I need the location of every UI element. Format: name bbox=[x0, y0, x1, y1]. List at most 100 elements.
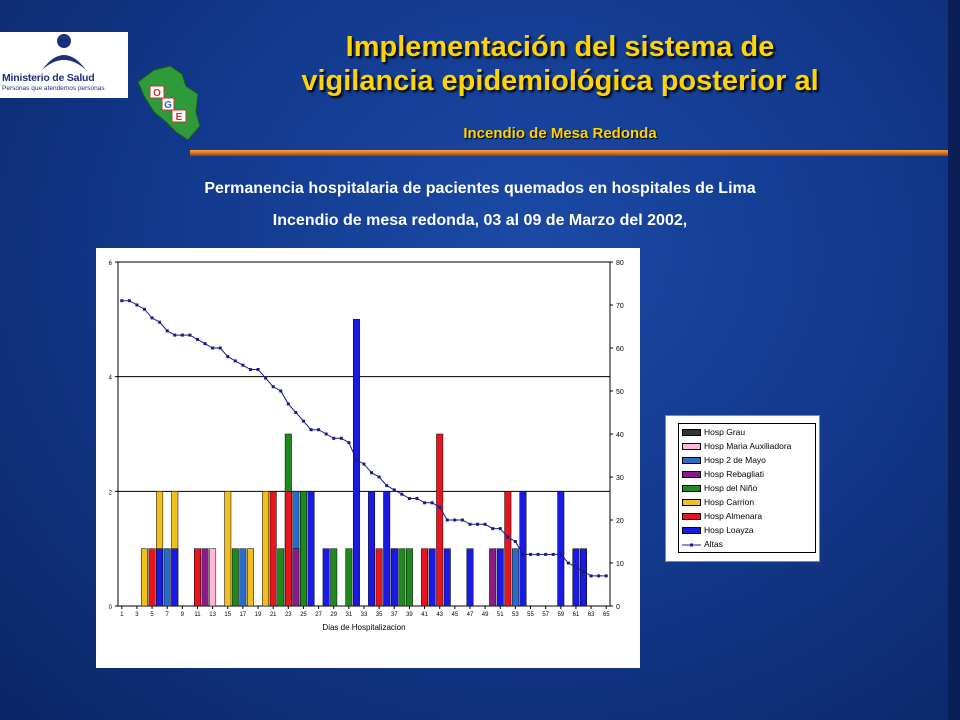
point-altas-24 bbox=[301, 419, 305, 423]
point-altas-55 bbox=[536, 552, 540, 556]
logo-tagline: Personas que atendemos personas bbox=[2, 85, 105, 92]
point-altas-11 bbox=[203, 342, 207, 346]
bar-hosp-loayza-1 bbox=[171, 548, 179, 607]
legend-item-4: Hosp del Niño bbox=[682, 483, 757, 496]
slide-subtitle: Incendio de Mesa Redonda bbox=[463, 125, 657, 142]
bar-hosp-carrion-0 bbox=[141, 548, 148, 607]
point-altas-5 bbox=[158, 320, 162, 324]
legend-item-1: Hosp Maria Auxiliadora bbox=[682, 441, 791, 454]
point-altas-60 bbox=[574, 565, 578, 569]
bar-hosp-loayza-6 bbox=[383, 491, 391, 607]
point-altas-29 bbox=[339, 436, 343, 440]
legend-label-3: Hosp Rebagliati bbox=[704, 469, 765, 479]
legend-swatch-4 bbox=[682, 485, 701, 493]
point-altas-48 bbox=[483, 522, 487, 526]
x-tick-label-24: 49 bbox=[482, 612, 489, 618]
legend-label-8: Altas bbox=[704, 539, 723, 549]
point-altas-1 bbox=[127, 299, 131, 303]
legend-swatch-2 bbox=[682, 457, 701, 465]
bar-hosp-loayza-2 bbox=[307, 491, 315, 607]
point-altas-7 bbox=[173, 333, 177, 337]
bar-hosp-rebagliati-0 bbox=[201, 548, 209, 607]
point-altas-25 bbox=[309, 428, 313, 432]
legend-label-6: Hosp Almenara bbox=[704, 511, 763, 521]
x-tick-label-29: 59 bbox=[557, 612, 564, 618]
ministerio-logo: Ministerio de Salud Personas que atendem… bbox=[0, 32, 128, 98]
point-altas-57 bbox=[551, 552, 555, 556]
point-altas-23 bbox=[294, 411, 298, 414]
legend-swatch-3 bbox=[682, 471, 701, 479]
point-altas-15 bbox=[233, 359, 237, 363]
y-right-tick-label-2: 20 bbox=[616, 518, 624, 525]
bar-hosp-del-ni-o-4 bbox=[330, 548, 338, 607]
point-altas-61 bbox=[582, 570, 586, 574]
x-tick-label-13: 27 bbox=[315, 612, 322, 618]
legend-swatch-8 bbox=[682, 541, 701, 549]
slide-title: Implementación del sistema de vigilancia… bbox=[200, 30, 920, 98]
x-tick-label-31: 63 bbox=[588, 612, 595, 618]
bar-hosp-almenara-6 bbox=[436, 433, 444, 607]
point-altas-50 bbox=[498, 527, 502, 531]
bar-hosp-loayza-14 bbox=[572, 548, 580, 607]
point-altas-38 bbox=[407, 497, 411, 500]
bar-hosp-maria-auxiliadora-0 bbox=[209, 548, 217, 607]
y-right-tick-label-7: 70 bbox=[616, 303, 624, 310]
point-altas-9 bbox=[188, 333, 192, 337]
title-line-1: Implementación del sistema de bbox=[345, 31, 775, 63]
point-altas-32 bbox=[362, 462, 366, 466]
point-altas-10 bbox=[195, 337, 199, 341]
legend-item-6: Hosp Almenara bbox=[682, 511, 762, 524]
bar-hosp-carrion-5 bbox=[262, 491, 270, 607]
x-tick-label-9: 19 bbox=[255, 612, 262, 618]
chart-area: 0 2 4 6 0 10 20 30 40 50 60 70 80 1 3 5 7 9 11 13 15 17 19 21 23… bbox=[96, 248, 640, 668]
bar-hosp-2-de-mayo-3 bbox=[511, 548, 519, 607]
x-tick-label-20: 41 bbox=[421, 612, 428, 618]
bar-hosp-loayza-4 bbox=[352, 319, 360, 607]
x-tick-label-19: 39 bbox=[406, 612, 413, 618]
y-right-tick-label-8: 80 bbox=[616, 260, 624, 267]
point-altas-43 bbox=[445, 518, 449, 522]
bar-hosp-loayza-9 bbox=[443, 548, 451, 607]
bar-hosp-almenara-7 bbox=[504, 491, 512, 607]
bar-hosp-rebagliati-2 bbox=[489, 548, 497, 607]
x-tick-label-30: 61 bbox=[573, 612, 580, 618]
chart-legend: Hosp Grau Hosp Maria Auxiliadora Hosp 2 de… bbox=[678, 423, 816, 553]
point-altas-6 bbox=[165, 329, 169, 333]
point-altas-34 bbox=[377, 475, 381, 479]
x-tick-label-14: 29 bbox=[330, 612, 337, 618]
x-tick-label-15: 31 bbox=[346, 612, 353, 618]
point-altas-14 bbox=[226, 355, 230, 359]
y-right-tick-label-1: 10 bbox=[616, 561, 624, 568]
point-altas-20 bbox=[271, 385, 275, 389]
point-altas-28 bbox=[332, 436, 336, 440]
point-altas-52 bbox=[513, 540, 517, 543]
point-altas-26 bbox=[317, 428, 321, 432]
legend-label-0: Hosp Grau bbox=[704, 427, 746, 437]
point-altas-51 bbox=[506, 535, 510, 539]
legend-item-3: Hosp Rebagliati bbox=[682, 469, 764, 482]
x-tick-label-25: 51 bbox=[497, 612, 504, 618]
point-altas-2 bbox=[135, 303, 139, 307]
point-altas-45 bbox=[460, 518, 464, 522]
bar-hosp-loayza-3 bbox=[322, 548, 330, 607]
point-altas-58 bbox=[559, 552, 563, 556]
x-tick-label-7: 15 bbox=[224, 612, 231, 618]
x-tick-label-4: 9 bbox=[181, 612, 185, 618]
emblem-letter-1: O bbox=[153, 88, 161, 99]
point-altas-54 bbox=[529, 552, 533, 556]
point-altas-16 bbox=[241, 363, 245, 367]
legend-swatch-7 bbox=[682, 527, 701, 535]
chart-caption-line-1: Permanencia hospitalaria de pacientes qu… bbox=[204, 180, 756, 197]
bar-hosp-loayza-7 bbox=[390, 548, 398, 607]
bar-hosp-almenara-5 bbox=[421, 548, 429, 607]
point-altas-18 bbox=[256, 368, 260, 371]
bar-hosp-del-ni-o-7 bbox=[405, 548, 413, 607]
line-altas bbox=[121, 300, 607, 577]
y-right-tick-label-4: 40 bbox=[616, 432, 624, 439]
y-right-tick-label-3: 30 bbox=[616, 475, 624, 482]
point-altas-62 bbox=[589, 574, 593, 578]
x-tick-label-26: 53 bbox=[512, 612, 519, 618]
point-altas-12 bbox=[211, 346, 215, 350]
point-altas-27 bbox=[324, 432, 328, 436]
legend-label-7: Hosp Loayza bbox=[704, 525, 754, 535]
